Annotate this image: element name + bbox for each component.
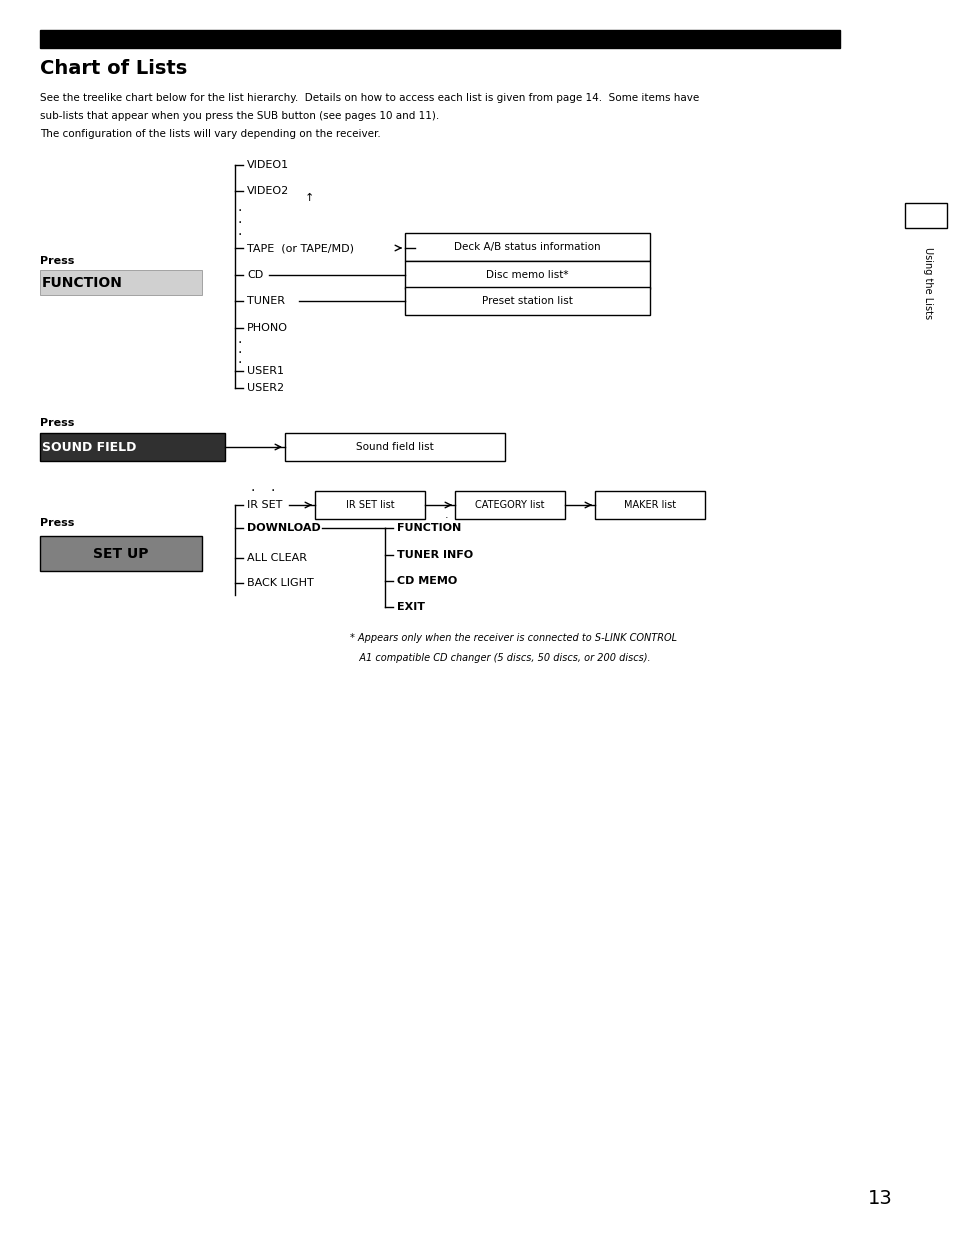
Text: ·: ·: [237, 216, 242, 231]
Text: A1 compatible CD changer (5 discs, 50 discs, or 200 discs).: A1 compatible CD changer (5 discs, 50 di…: [350, 653, 650, 663]
Text: ·: ·: [250, 485, 254, 498]
Text: sub-lists that appear when you press the SUB button (see pages 10 and 11).: sub-lists that appear when you press the…: [40, 111, 438, 121]
Text: ·: ·: [237, 337, 242, 350]
Text: TUNER: TUNER: [247, 296, 285, 306]
Text: Using the Lists: Using the Lists: [923, 247, 932, 319]
Bar: [904, 203, 946, 228]
Bar: [40, 270, 202, 295]
Text: DOWNLOAD: DOWNLOAD: [247, 523, 320, 533]
Text: USER1: USER1: [247, 366, 284, 376]
Text: CATEGORY list: CATEGORY list: [475, 501, 544, 510]
Bar: [455, 491, 564, 519]
Text: TAPE  (or TAPE/MD): TAPE (or TAPE/MD): [247, 243, 354, 253]
Text: VIDEO1: VIDEO1: [247, 160, 289, 170]
Text: Press: Press: [40, 256, 74, 266]
Text: CD: CD: [247, 270, 263, 280]
Bar: [285, 433, 504, 461]
Text: BACK LIGHT: BACK LIGHT: [247, 578, 314, 588]
Text: ·: ·: [237, 356, 242, 370]
Text: 13: 13: [866, 1189, 891, 1207]
Text: IR SET: IR SET: [247, 501, 282, 510]
Text: FUNCTION: FUNCTION: [396, 523, 460, 533]
Text: ·: ·: [444, 513, 448, 523]
Text: Preset station list: Preset station list: [481, 296, 573, 306]
Text: Chart of Lists: Chart of Lists: [40, 58, 187, 78]
Text: Press: Press: [40, 418, 74, 428]
Text: ↑: ↑: [305, 194, 314, 203]
Bar: [595, 491, 704, 519]
Text: PHONO: PHONO: [247, 323, 288, 333]
Bar: [405, 261, 649, 289]
Bar: [40, 536, 202, 571]
Bar: [40, 433, 225, 461]
Text: * Appears only when the receiver is connected to S-LINK CONTROL: * Appears only when the receiver is conn…: [350, 633, 677, 642]
Text: MAKER list: MAKER list: [623, 501, 676, 510]
Text: ·: ·: [237, 346, 242, 360]
Bar: [40, 30, 840, 48]
Text: Press: Press: [40, 518, 74, 528]
Text: EXIT: EXIT: [396, 602, 424, 612]
Bar: [405, 287, 649, 314]
Text: TUNER INFO: TUNER INFO: [396, 550, 473, 560]
Text: VIDEO2: VIDEO2: [247, 186, 289, 196]
Text: ·: ·: [237, 203, 242, 218]
Text: The configuration of the lists will vary depending on the receiver.: The configuration of the lists will vary…: [40, 129, 380, 139]
Text: SOUND FIELD: SOUND FIELD: [42, 440, 136, 454]
Bar: [405, 233, 649, 261]
Text: FUNCTION: FUNCTION: [42, 275, 123, 290]
Text: USER2: USER2: [247, 383, 284, 393]
Text: Deck A/B status information: Deck A/B status information: [454, 242, 600, 252]
Text: Disc memo list*: Disc memo list*: [486, 270, 568, 280]
Text: IR SET list: IR SET list: [345, 501, 394, 510]
Text: ALL CLEAR: ALL CLEAR: [247, 552, 307, 563]
Text: Sound field list: Sound field list: [355, 441, 434, 453]
Text: ·: ·: [237, 228, 242, 242]
Text: CD MEMO: CD MEMO: [396, 576, 456, 586]
Text: SET UP: SET UP: [93, 546, 149, 561]
Text: See the treelike chart below for the list hierarchy.  Details on how to access e: See the treelike chart below for the lis…: [40, 92, 699, 104]
Bar: [314, 491, 424, 519]
Text: ·: ·: [270, 485, 274, 498]
